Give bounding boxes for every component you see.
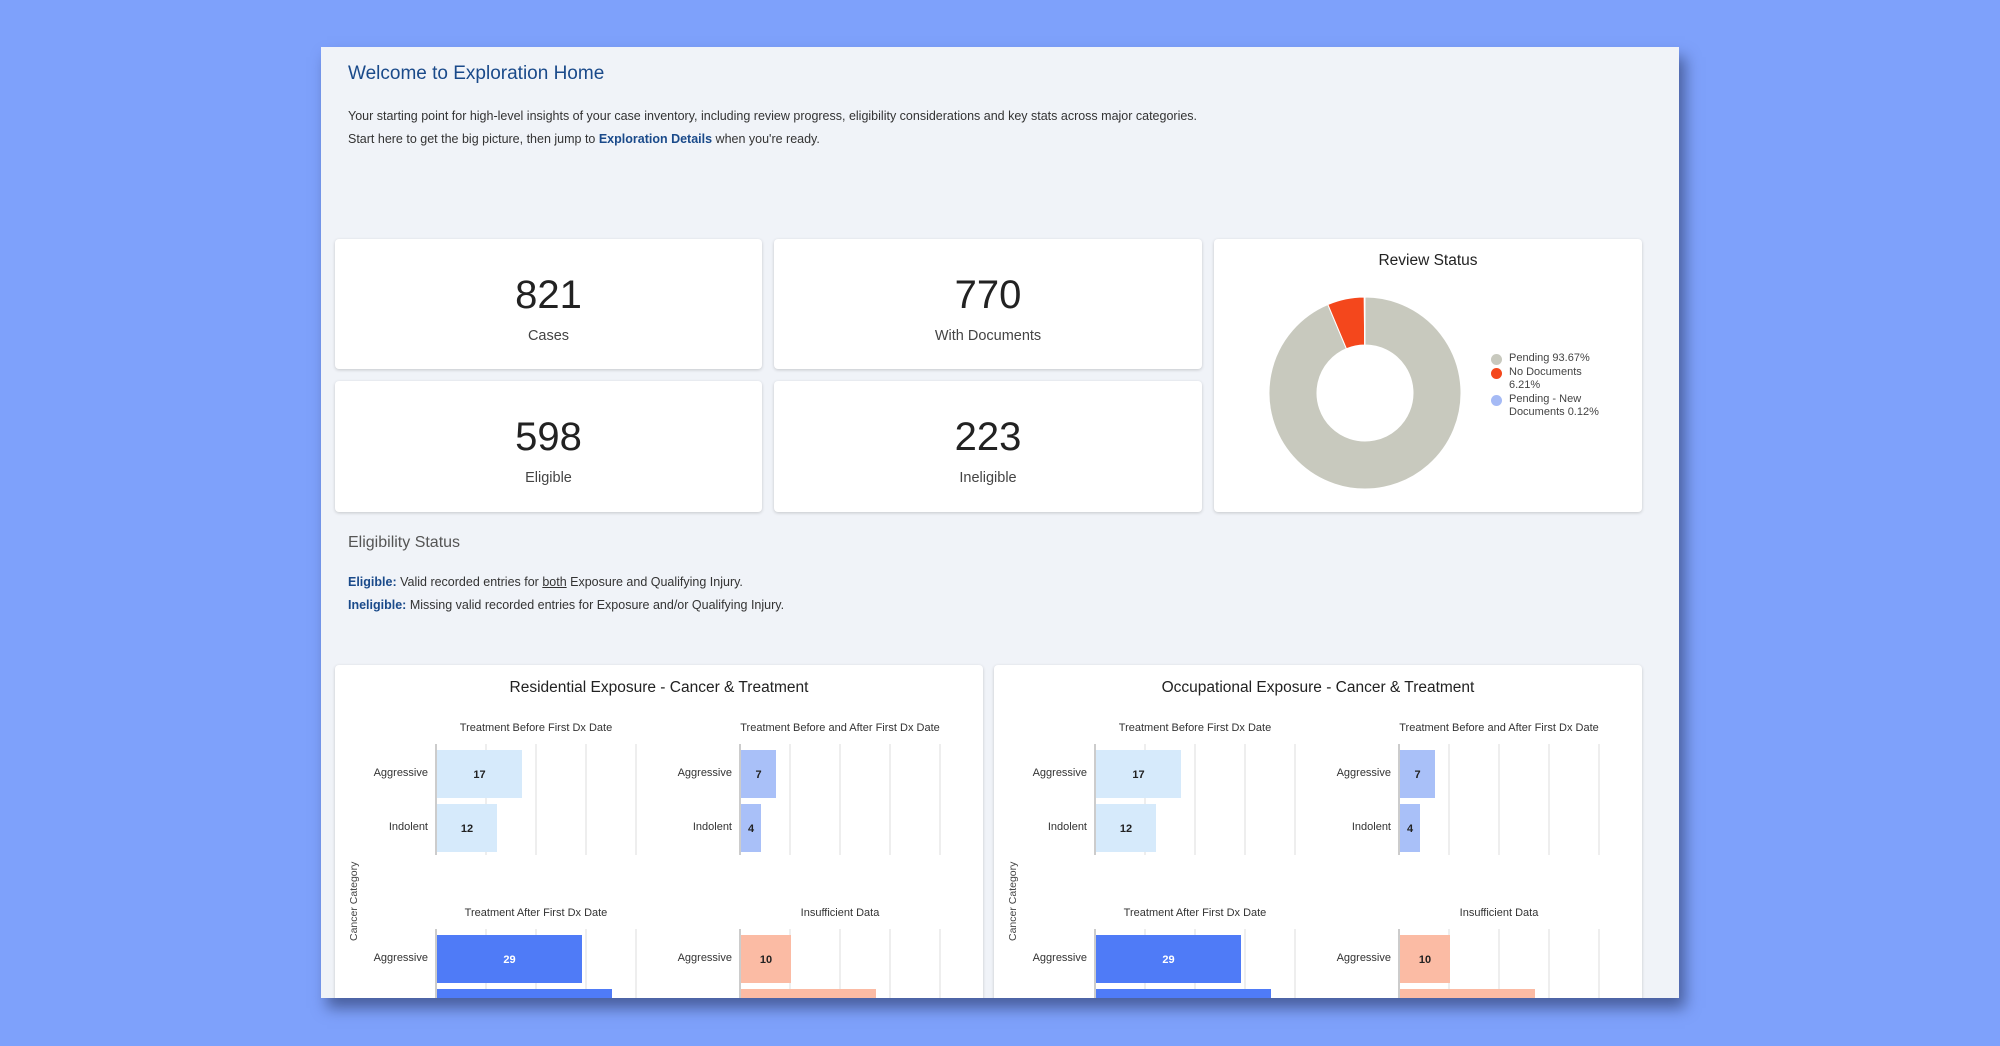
eligible-text-post: Exposure and Qualifying Injury.: [566, 575, 743, 589]
bar-aggressive[interactable]: [1400, 750, 1435, 798]
legend-item-pending: Pending 93.67%: [1491, 352, 1599, 365]
bar-value-label: 4: [748, 823, 755, 835]
intro-line-1: Your starting point for high-level insig…: [348, 109, 1198, 123]
eligible-text-pre: Valid recorded entries for: [396, 575, 543, 589]
kpi-value: 598: [515, 415, 582, 459]
bar-indolent[interactable]: [741, 804, 761, 852]
category-label: Aggressive: [677, 767, 732, 779]
ineligible-text: Missing valid recorded entries for Expos…: [406, 598, 785, 612]
cancer-treatment-bar-chart: 17 12 7 4 29 10: [435, 744, 941, 998]
category-label: Indolent: [388, 821, 428, 833]
panel-title: Treatment After First Dx Date: [1123, 907, 1267, 919]
bar-aggressive[interactable]: [1096, 750, 1181, 798]
category-label: Aggressive: [1032, 767, 1087, 779]
bar-value-label: 12: [461, 823, 473, 835]
eligible-definition: Eligible: Valid recorded entries for bot…: [348, 575, 743, 589]
bar-aggressive[interactable]: [741, 935, 791, 983]
category-label: Aggressive: [1336, 767, 1391, 779]
bar-value-label: 17: [473, 769, 485, 781]
eligible-term: Eligible:: [348, 575, 397, 589]
kpi-card-with-documents: 770 With Documents: [774, 239, 1202, 369]
review-status-legend: Pending 93.67% No Documents 6.21% Pendin…: [1491, 352, 1599, 420]
kpi-value: 821: [515, 273, 582, 317]
kpi-label: With Documents: [934, 328, 1042, 344]
bar-value-label: 10: [760, 954, 772, 966]
bar-partially-visible[interactable]: [437, 989, 612, 998]
bar-indolent[interactable]: [437, 804, 497, 852]
legend-item-no-documents: No Documents 6.21%: [1491, 366, 1599, 392]
chart-title: Occupational Exposure - Cancer & Treatme…: [1161, 679, 1475, 696]
bar-partially-visible[interactable]: [741, 989, 876, 998]
legend-swatch: [1491, 395, 1502, 406]
intro-line-2-suffix: when you're ready.: [712, 132, 820, 146]
kpi-value: 770: [954, 273, 1022, 317]
bar-value-label: 29: [1162, 954, 1174, 966]
intro-line-2: Start here to get the big picture, then …: [348, 128, 1197, 151]
review-status-donut-chart: [1268, 296, 1462, 490]
category-label: Indolent: [1351, 821, 1391, 833]
legend-item-pending-new-documents: Pending - New Documents 0.12%: [1491, 393, 1599, 419]
category-label: Aggressive: [1336, 952, 1391, 964]
chart-title: Residential Exposure - Cancer & Treatmen…: [509, 679, 809, 696]
occupational-exposure-card: Occupational Exposure - Cancer & Treatme…: [994, 665, 1642, 998]
bar-indolent[interactable]: [1096, 804, 1156, 852]
eligibility-status-title: Eligibility Status: [348, 534, 461, 551]
ineligible-definition: Ineligible: Missing valid recorded entri…: [348, 598, 784, 612]
category-label: Indolent: [692, 821, 732, 833]
bar-aggressive[interactable]: [741, 750, 776, 798]
legend-label: Pending 93.67%: [1509, 352, 1590, 364]
panel-title: Insufficient Data: [800, 907, 880, 919]
page-title: Welcome to Exploration Home: [348, 63, 605, 84]
bar-value-label: 29: [503, 954, 515, 966]
donut-slice-pending[interactable]: [1268, 296, 1462, 490]
intro-text: Your starting point for high-level insig…: [348, 105, 1197, 151]
bar-value-label: 17: [1132, 769, 1144, 781]
legend-label: Pending - New Documents 0.12%: [1509, 393, 1599, 418]
legend-swatch: [1491, 354, 1502, 365]
category-label: Aggressive: [373, 767, 428, 779]
bar-partially-visible[interactable]: [1096, 989, 1271, 998]
bar-indolent[interactable]: [1400, 804, 1420, 852]
bar-value-label: 12: [1120, 823, 1132, 835]
category-label: Aggressive: [373, 952, 428, 964]
panel-title: Treatment Before and After First Dx Date: [1399, 722, 1599, 734]
exploration-details-link[interactable]: Exploration Details: [598, 132, 713, 146]
bar-value-label: 7: [755, 769, 761, 781]
kpi-card-eligible: 598 Eligible: [335, 381, 762, 512]
panel-title: Treatment Before and After First Dx Date: [740, 722, 940, 734]
kpi-label: Ineligible: [959, 470, 1017, 486]
category-label: Indolent: [1047, 821, 1087, 833]
review-status-title: Review Status: [1378, 252, 1478, 269]
residential-exposure-card: Residential Exposure - Cancer & Treatmen…: [335, 665, 983, 998]
panel-title: Treatment Before First Dx Date: [1118, 722, 1272, 734]
eligible-emphasis: both: [542, 575, 567, 589]
category-label: Aggressive: [677, 952, 732, 964]
kpi-label: Eligible: [525, 470, 572, 486]
panel-title: Treatment After First Dx Date: [464, 907, 608, 919]
category-label: Aggressive: [1032, 952, 1087, 964]
bar-value-label: 10: [1419, 954, 1431, 966]
bar-aggressive[interactable]: [1400, 935, 1450, 983]
panel-title: Treatment Before First Dx Date: [459, 722, 613, 734]
bar-aggressive[interactable]: [1096, 935, 1241, 983]
intro-line-2-prefix: Start here to get the big picture, then …: [348, 132, 599, 146]
panel-title: Insufficient Data: [1459, 907, 1539, 919]
kpi-card-cases: 821 Cases: [335, 239, 762, 369]
kpi-value: 223: [954, 415, 1022, 459]
bar-value-label: 7: [1414, 769, 1420, 781]
legend-swatch: [1491, 368, 1502, 379]
bar-partially-visible[interactable]: [1400, 989, 1535, 998]
ineligible-term: Ineligible:: [348, 598, 407, 612]
bar-value-label: 4: [1407, 823, 1414, 835]
cancer-treatment-bar-chart: 17 12 7 4 29 10: [1094, 744, 1600, 998]
bar-aggressive[interactable]: [437, 750, 522, 798]
legend-label: No Documents 6.21%: [1509, 366, 1582, 391]
kpi-card-ineligible: 223 Ineligible: [774, 381, 1202, 512]
exploration-home-window: Welcome to Exploration Home Your startin…: [321, 47, 1679, 998]
review-status-card: Review Status: [1214, 239, 1642, 512]
kpi-label: Cases: [527, 328, 570, 344]
bar-aggressive[interactable]: [437, 935, 582, 983]
donut-slice-pending-new-documents[interactable]: [1363, 296, 1366, 346]
